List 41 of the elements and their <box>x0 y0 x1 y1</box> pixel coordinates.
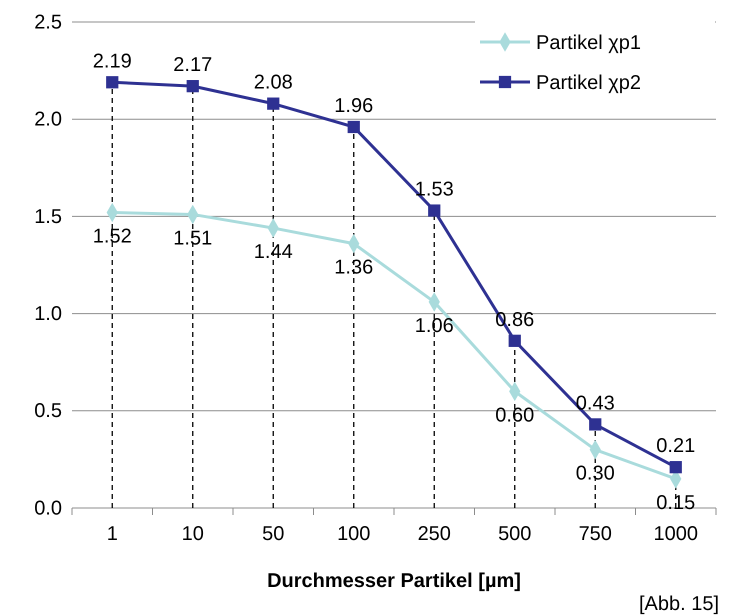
point <box>670 461 682 474</box>
data-label: 1.06 <box>414 314 454 337</box>
data-label: 1.96 <box>334 94 374 117</box>
data-label: 0.43 <box>576 392 615 414</box>
x-tick-label: 10 <box>182 523 204 546</box>
y-tick-label: 2.5 <box>34 11 62 34</box>
point <box>428 204 440 217</box>
data-label: 2.19 <box>92 50 132 72</box>
y-tick-label: 1.0 <box>34 303 62 325</box>
x-tick-label: 250 <box>418 523 451 546</box>
data-label: 1.53 <box>414 178 454 201</box>
x-tick-label: 50 <box>262 523 284 546</box>
x-tick-label: 1 <box>106 523 118 546</box>
x-tick-label: 100 <box>337 523 370 546</box>
data-label: 0.60 <box>495 404 534 426</box>
data-label: 1.36 <box>334 256 374 279</box>
y-tick-label: 0.5 <box>34 400 62 422</box>
x-tick-label: 750 <box>578 523 612 546</box>
point <box>348 120 360 134</box>
text: [Abb. 15] <box>638 593 719 615</box>
y-tick-label: 0.0 <box>34 497 62 520</box>
point <box>589 418 602 431</box>
x-tick-label: 500 <box>498 523 532 546</box>
data-label: 2.17 <box>173 54 212 76</box>
y-tick-label: 1.5 <box>34 206 62 228</box>
x-axis-title: Durchmesser Partikel [µm] <box>267 570 521 592</box>
legend-label: Partikel χp1 <box>536 32 641 54</box>
legend-label: Partikel χp2 <box>536 72 641 94</box>
data-label: 0.30 <box>576 462 615 485</box>
data-label: 1.44 <box>254 241 293 264</box>
point <box>106 76 118 88</box>
point <box>508 334 521 347</box>
data-label: 2.08 <box>254 72 293 94</box>
y-tick-label: 2.0 <box>34 108 62 131</box>
data-label: 0.15 <box>656 492 696 514</box>
data-label: 1.51 <box>173 227 212 250</box>
point <box>267 98 280 110</box>
data-label: 0.21 <box>656 435 696 458</box>
point <box>186 80 199 92</box>
x-tick-label: 1000 <box>654 523 698 546</box>
data-label: 1.52 <box>92 226 132 248</box>
